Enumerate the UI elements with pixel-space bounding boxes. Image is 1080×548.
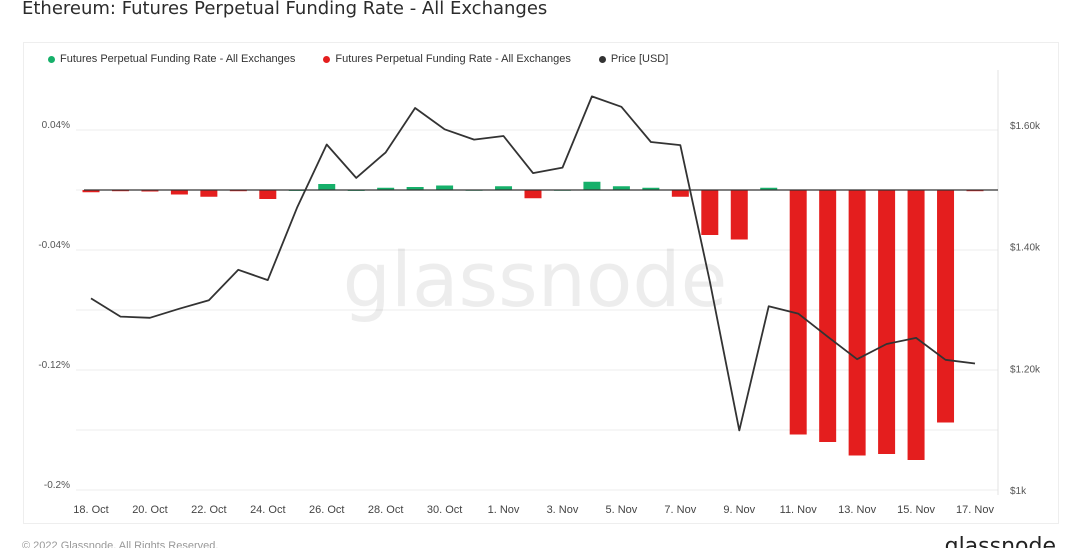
legend-item-funding-positive[interactable]: Futures Perpetual Funding Rate - All Exc… — [48, 53, 295, 65]
x-axis-tick-label: 9. Nov — [723, 504, 755, 516]
legend-item-price[interactable]: Price [USD] — [598, 53, 669, 65]
page-title: Ethereum: Futures Perpetual Funding Rate… — [22, 0, 548, 19]
left-axis-tick-label: -0.04% — [38, 240, 70, 251]
funding-bar — [878, 190, 896, 454]
left-axis-tick-label: -0.12% — [38, 360, 70, 371]
x-axis-tick-label: 17. Nov — [956, 504, 994, 516]
footer-copyright: © 2022 Glassnode. All Rights Reserved. — [22, 540, 219, 548]
x-axis-tick-label: 3. Nov — [547, 504, 579, 516]
x-axis-tick-label: 26. Oct — [309, 504, 344, 516]
legend-dot-green — [48, 55, 55, 63]
legend-label: Futures Perpetual Funding Rate - All Exc… — [60, 53, 296, 65]
funding-bar — [436, 185, 454, 190]
right-axis-tick-label: $1.20k — [1010, 364, 1041, 375]
x-axis-tick-label: 1. Nov — [488, 504, 520, 516]
funding-bar — [524, 190, 542, 199]
funding-bar — [170, 190, 188, 195]
funding-bar — [819, 190, 837, 442]
funding-bar — [377, 187, 395, 190]
funding-bar — [229, 190, 247, 192]
legend-label: Price [USD] — [610, 53, 669, 65]
x-axis-tick-label: 13. Nov — [838, 504, 876, 516]
funding-bar — [200, 190, 218, 197]
funding-bar — [966, 190, 984, 192]
watermark-text: glassnode — [343, 235, 728, 324]
chart-legend: Futures Perpetual Funding Rate - All Exc… — [48, 53, 668, 65]
legend-dot-dark — [598, 55, 606, 63]
funding-bar — [259, 190, 277, 199]
legend-label: Futures Perpetual Funding Rate - All Exc… — [335, 53, 571, 65]
funding-bar — [789, 190, 807, 435]
funding-bar — [701, 190, 719, 235]
funding-bar — [671, 190, 689, 197]
funding-bar — [937, 190, 955, 423]
x-axis-tick-label: 20. Oct — [132, 504, 167, 516]
axis-layer: 0.04% -0.04% -0.12% -0.2% $1.60k $1.40k $1.20k… — [38, 120, 1041, 516]
funding-bar — [730, 190, 748, 240]
funding-bar — [111, 190, 129, 192]
right-axis-tick-label: $1.40k — [1010, 243, 1041, 254]
legend-dot-red — [323, 55, 331, 63]
x-axis-tick-label: 15. Nov — [897, 504, 935, 516]
bars-layer — [82, 181, 998, 460]
right-axis-tick-label: $1k — [1010, 486, 1027, 497]
funding-bar — [907, 190, 925, 460]
funding-bar — [406, 187, 424, 190]
x-axis-tick-label: 22. Oct — [191, 504, 226, 516]
funding-bar — [82, 190, 100, 193]
line-layer — [90, 95, 976, 432]
funding-bar — [495, 186, 513, 190]
funding-bar — [583, 181, 601, 190]
legend-item-funding-negative[interactable]: Futures Perpetual Funding Rate - All Exc… — [323, 53, 571, 65]
x-axis-tick-label: 11. Nov — [780, 504, 818, 516]
right-axis-tick-label: $1.60k — [1010, 121, 1041, 132]
x-axis-tick-label: 18. Oct — [73, 504, 108, 516]
funding-bar — [848, 190, 866, 456]
left-axis-tick-label: 0.04% — [42, 120, 70, 131]
funding-bar — [642, 187, 660, 190]
x-axis-tick-label: 5. Nov — [606, 504, 638, 516]
funding-bar — [318, 184, 336, 190]
x-axis-tick-label: 24. Oct — [250, 504, 285, 516]
funding-bar — [612, 186, 630, 190]
x-axis-tick-label: 28. Oct — [368, 504, 403, 516]
x-axis-tick-label: 30. Oct — [427, 504, 462, 516]
price-line — [90, 95, 976, 432]
x-axis-tick-label: 7. Nov — [664, 504, 696, 516]
funding-bar — [141, 190, 159, 192]
left-axis-tick-label: -0.2% — [44, 480, 70, 491]
footer-logo: glassnode — [944, 534, 1056, 548]
funding-bar — [760, 187, 778, 190]
